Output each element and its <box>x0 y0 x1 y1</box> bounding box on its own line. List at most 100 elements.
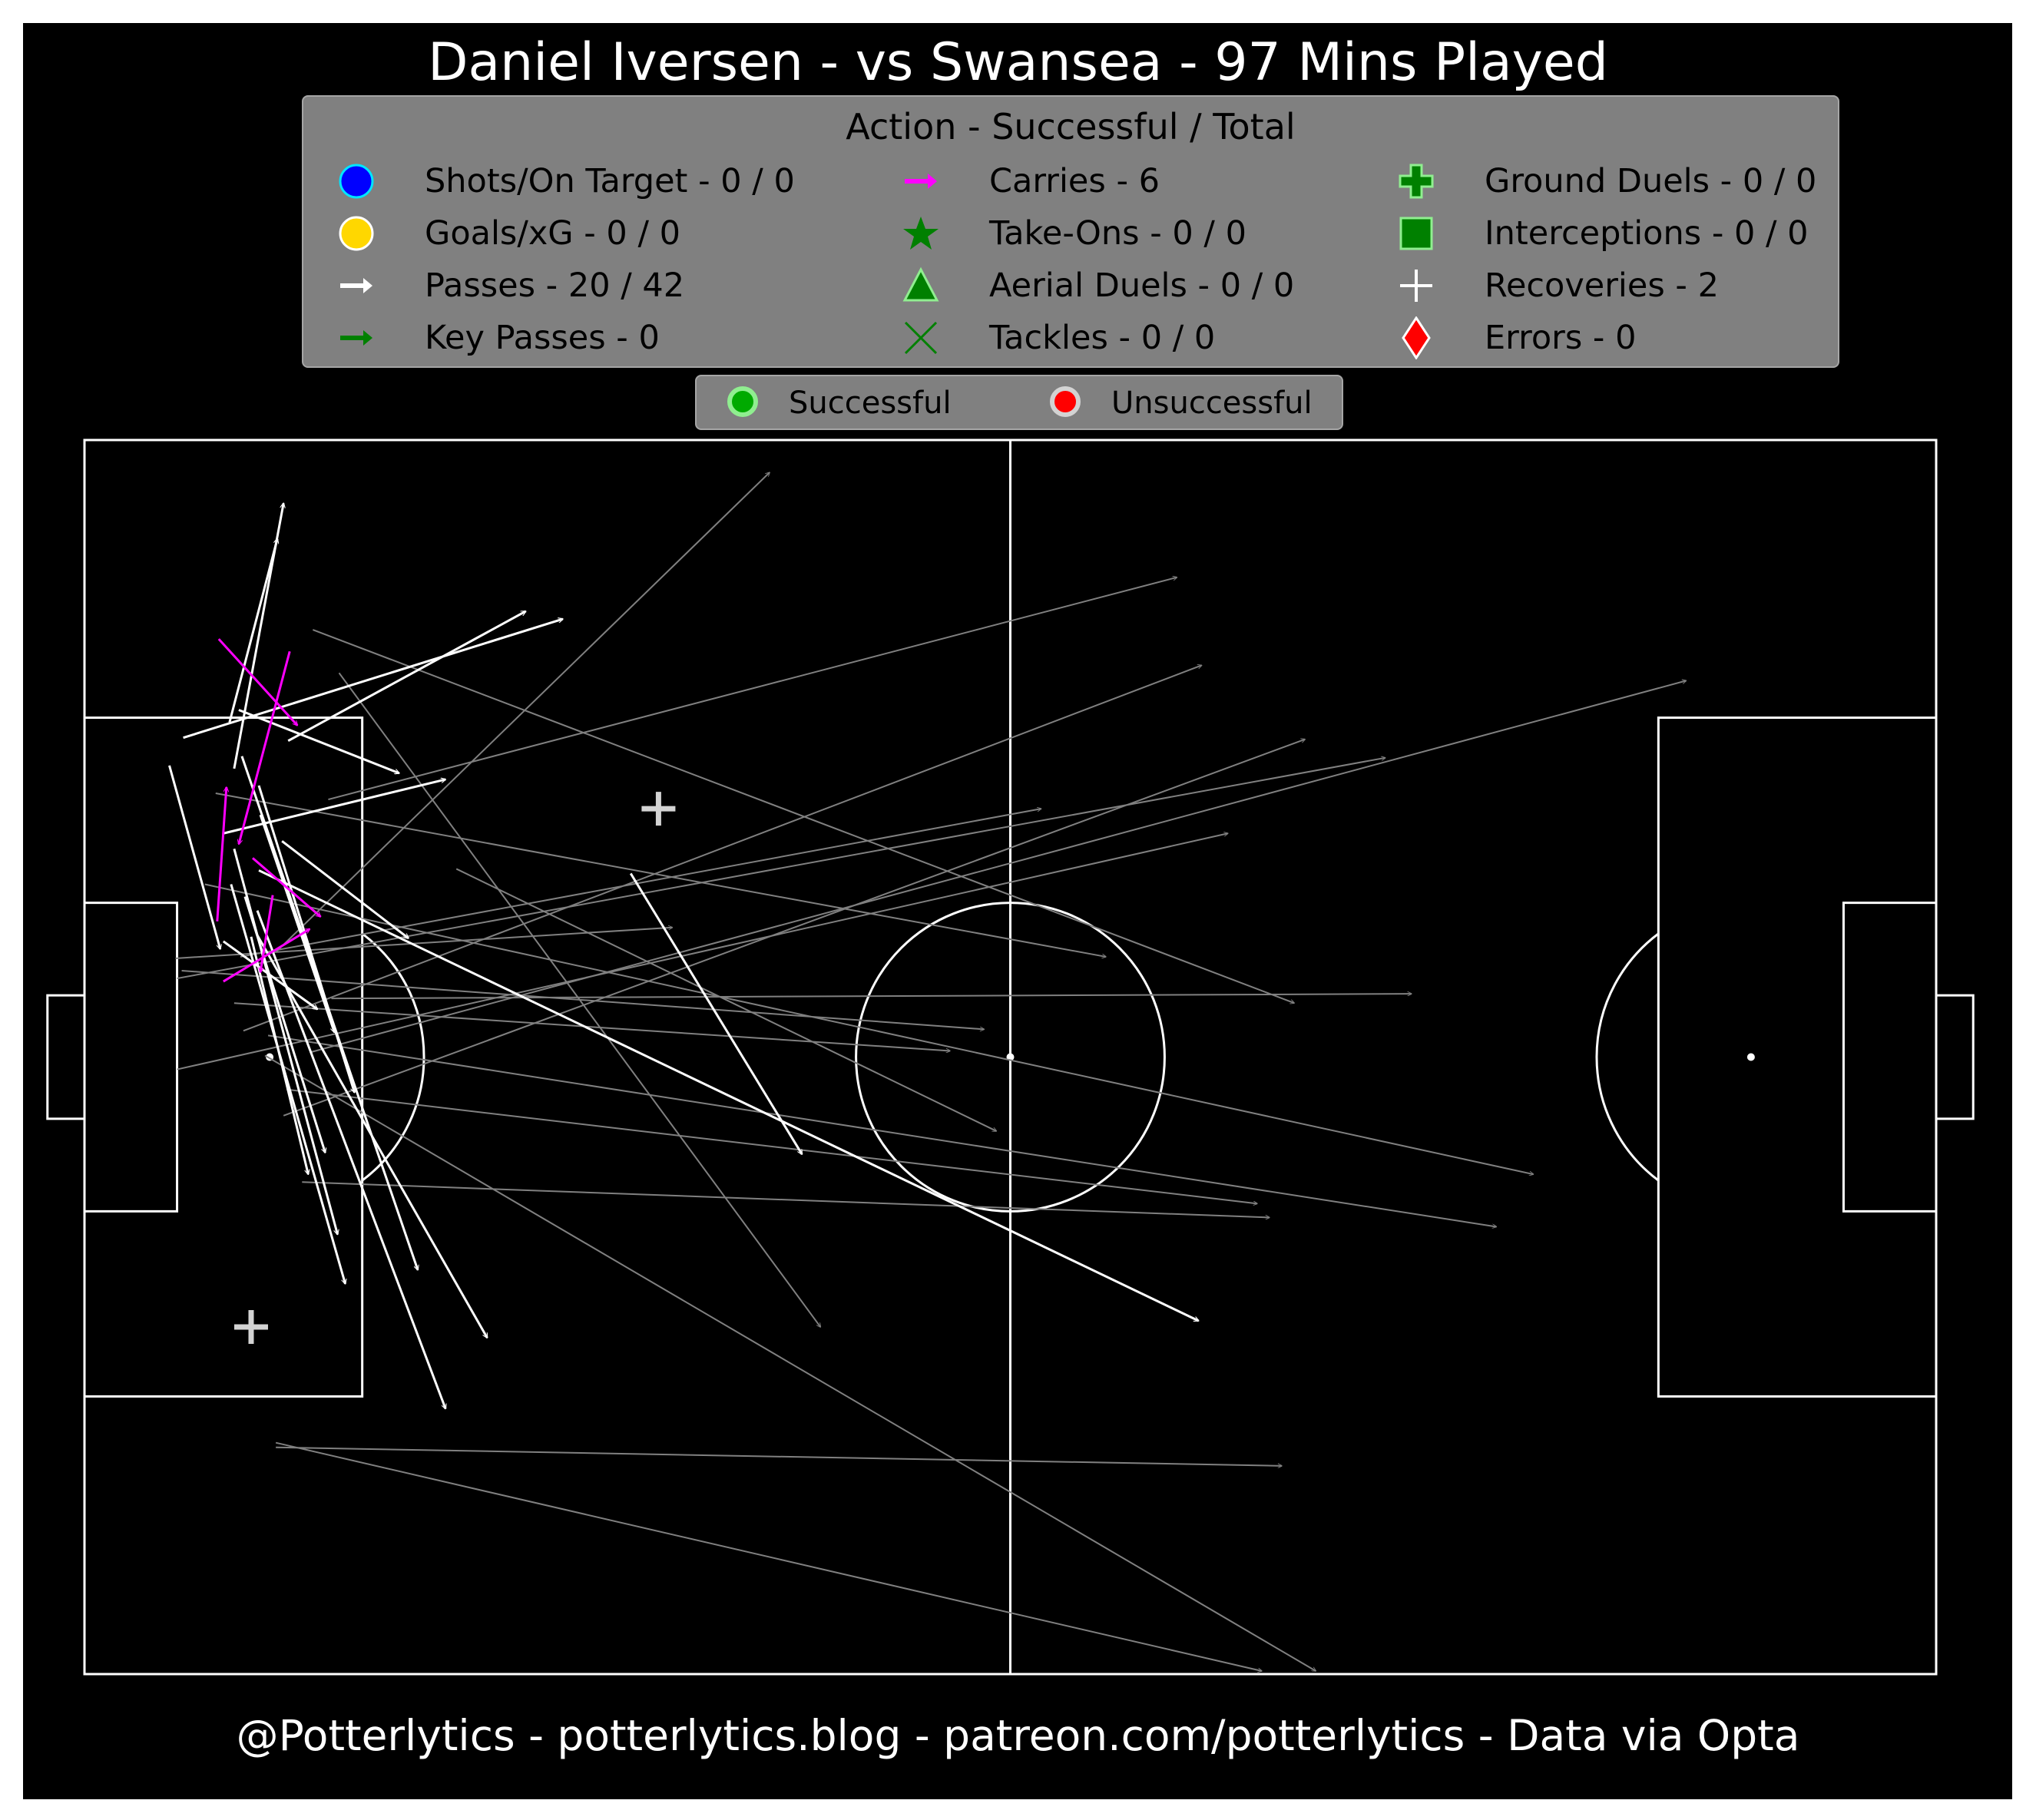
legend-label: Unsuccessful <box>1111 386 1313 421</box>
right-penalty-arc <box>1595 932 1660 1182</box>
white-cross-icon <box>1394 263 1438 308</box>
right-penalty-spot <box>1746 1053 1755 1061</box>
legend-label: Shots/On Target - 0 / 0 <box>425 162 795 200</box>
carry-arrow <box>217 638 297 725</box>
legend-item-successful: Successful <box>726 381 952 425</box>
successful-pass-arrow <box>287 610 525 743</box>
left-goal <box>46 994 86 1120</box>
legend-item-recoveries: Recoveries - 2 <box>1394 263 1719 309</box>
unsuccessful-pass-arrow <box>175 928 673 959</box>
unsuccessful-pass-arrow <box>267 1034 1496 1226</box>
unsuccessful-pass-arrow <box>264 1054 1316 1672</box>
legend-label: Passes - 20 / 42 <box>425 266 685 305</box>
legend-label: Take-Ons - 0 / 0 <box>989 214 1246 253</box>
legend-title: Action - Successful / Total <box>846 106 1296 147</box>
right-penalty-box <box>1657 716 1938 1398</box>
legend-item-unsuccessful: Unsuccessful <box>1048 381 1313 425</box>
unsuccessful-pass-arrow <box>215 793 1106 957</box>
legend-label: Goals/xG - 0 / 0 <box>425 214 680 253</box>
unsuccessful-pass-arrow <box>331 994 1411 1000</box>
unsuccessful-pass-arrow <box>233 1002 950 1051</box>
legend-label: Ground Duels - 0 / 0 <box>1485 162 1817 200</box>
legend-label: Tackles - 0 / 0 <box>989 319 1216 357</box>
successful-pass-arrow <box>629 872 803 1154</box>
carry-arrow <box>239 650 291 844</box>
legend-label: Errors - 0 <box>1485 319 1637 357</box>
legend-label: Carries - 6 <box>989 162 1160 200</box>
legend-item-carries: Carries - 6 <box>899 158 1160 204</box>
legend-item-passes: Passes - 20 / 42 <box>334 263 684 309</box>
successful-pass-arrow <box>168 765 220 949</box>
green-star-icon <box>899 211 943 256</box>
successful-pass-arrow <box>259 814 334 1032</box>
legend-label: Aerial Duels - 0 / 0 <box>989 266 1295 305</box>
centre-circle <box>855 902 1166 1213</box>
red-diamond-icon <box>1394 316 1438 360</box>
legend-item-shots: Shots/On Target - 0 / 0 <box>334 158 795 204</box>
carries <box>216 638 321 983</box>
pitch-lines <box>46 438 1975 1676</box>
legend-item-aerial-duels: Aerial Duels - 0 / 0 <box>899 263 1294 309</box>
successful-pass-arrow <box>230 884 346 1284</box>
white-arrow-icon <box>334 263 379 308</box>
unsuccessful-pass-arrow <box>240 809 1041 958</box>
legend-item-tackles: Tackles - 0 / 0 <box>899 315 1215 361</box>
unsuccessful-pass-arrow <box>243 665 1202 1032</box>
legend-label: Interceptions - 0 / 0 <box>1485 214 1809 253</box>
green-x-icon <box>899 316 943 360</box>
unsuccessful-pass-arrow <box>177 833 1228 1070</box>
unsuccessful-passes <box>175 472 1687 1672</box>
successful-pass-arrow <box>233 503 283 769</box>
left-penalty-arc <box>361 932 425 1182</box>
successful-pass-arrow <box>256 935 488 1338</box>
successful-pass-arrow <box>233 848 338 1234</box>
right-goal <box>1935 994 1975 1120</box>
unsuccessful-pass-arrow <box>276 1446 1282 1466</box>
carry-arrow <box>260 895 274 972</box>
green-arrow-icon <box>334 316 379 360</box>
unsuccessful-pass-arrow <box>283 740 1305 1117</box>
successful-passes <box>168 503 1199 1409</box>
legend-label: Recoveries - 2 <box>1485 266 1719 305</box>
magenta-arrow-icon <box>899 159 943 204</box>
recoveries <box>233 792 676 1345</box>
unsuccessful-pass-arrow <box>275 472 770 953</box>
successful-pass-arrow <box>238 709 399 773</box>
green-triangle-icon <box>899 263 943 308</box>
unsuccessful-pass-arrow <box>204 883 1534 1175</box>
legend-item-errors: Errors - 0 <box>1394 315 1636 361</box>
successful-pass-arrow <box>228 539 277 723</box>
red-circle-icon <box>1048 385 1082 422</box>
footer-credit: @Potterlytics - potterlytics.blog - patr… <box>236 1711 1800 1760</box>
unsuccessful-pass-arrow <box>177 758 1385 980</box>
unsuccessful-pass-arrow <box>455 868 996 1132</box>
green-plus-icon <box>1394 159 1438 204</box>
unsuccessful-pass-arrow <box>302 1181 1270 1217</box>
unsuccessful-pass-arrow <box>310 680 1686 1054</box>
blue-circle-icon <box>334 159 379 204</box>
unsuccessful-pass-arrow <box>275 1441 1262 1671</box>
chart-title: Daniel Iversen - vs Swansea - 97 Mins Pl… <box>428 32 1608 93</box>
green-circle-icon <box>726 385 760 422</box>
legend-item-ground-duels: Ground Duels - 0 / 0 <box>1394 158 1816 204</box>
successful-pass-arrow <box>223 779 445 835</box>
successful-pass-arrow <box>258 869 1199 1322</box>
outcome-legend: Successful Unsuccessful <box>695 375 1343 430</box>
carry-arrow <box>223 928 310 983</box>
left-six-yard-box <box>83 902 179 1213</box>
successful-pass-arrow <box>183 619 563 740</box>
successful-pass-arrow <box>257 785 355 1093</box>
recovery-marker <box>233 1310 268 1345</box>
action-legend: Action - Successful / Total Shots/On Tar… <box>302 95 1839 368</box>
unsuccessful-pass-arrow <box>328 577 1177 801</box>
carry-arrow <box>216 787 227 922</box>
successful-pass-arrow <box>281 840 409 940</box>
green-square-icon <box>1394 211 1438 256</box>
carry-arrow <box>252 857 320 916</box>
recovery-marker <box>641 792 676 826</box>
legend-label: Key Passes - 0 <box>425 319 660 357</box>
legend-item-interceptions: Interceptions - 0 / 0 <box>1394 210 1809 256</box>
successful-pass-arrow <box>256 910 445 1409</box>
legend-label: Successful <box>789 386 952 421</box>
